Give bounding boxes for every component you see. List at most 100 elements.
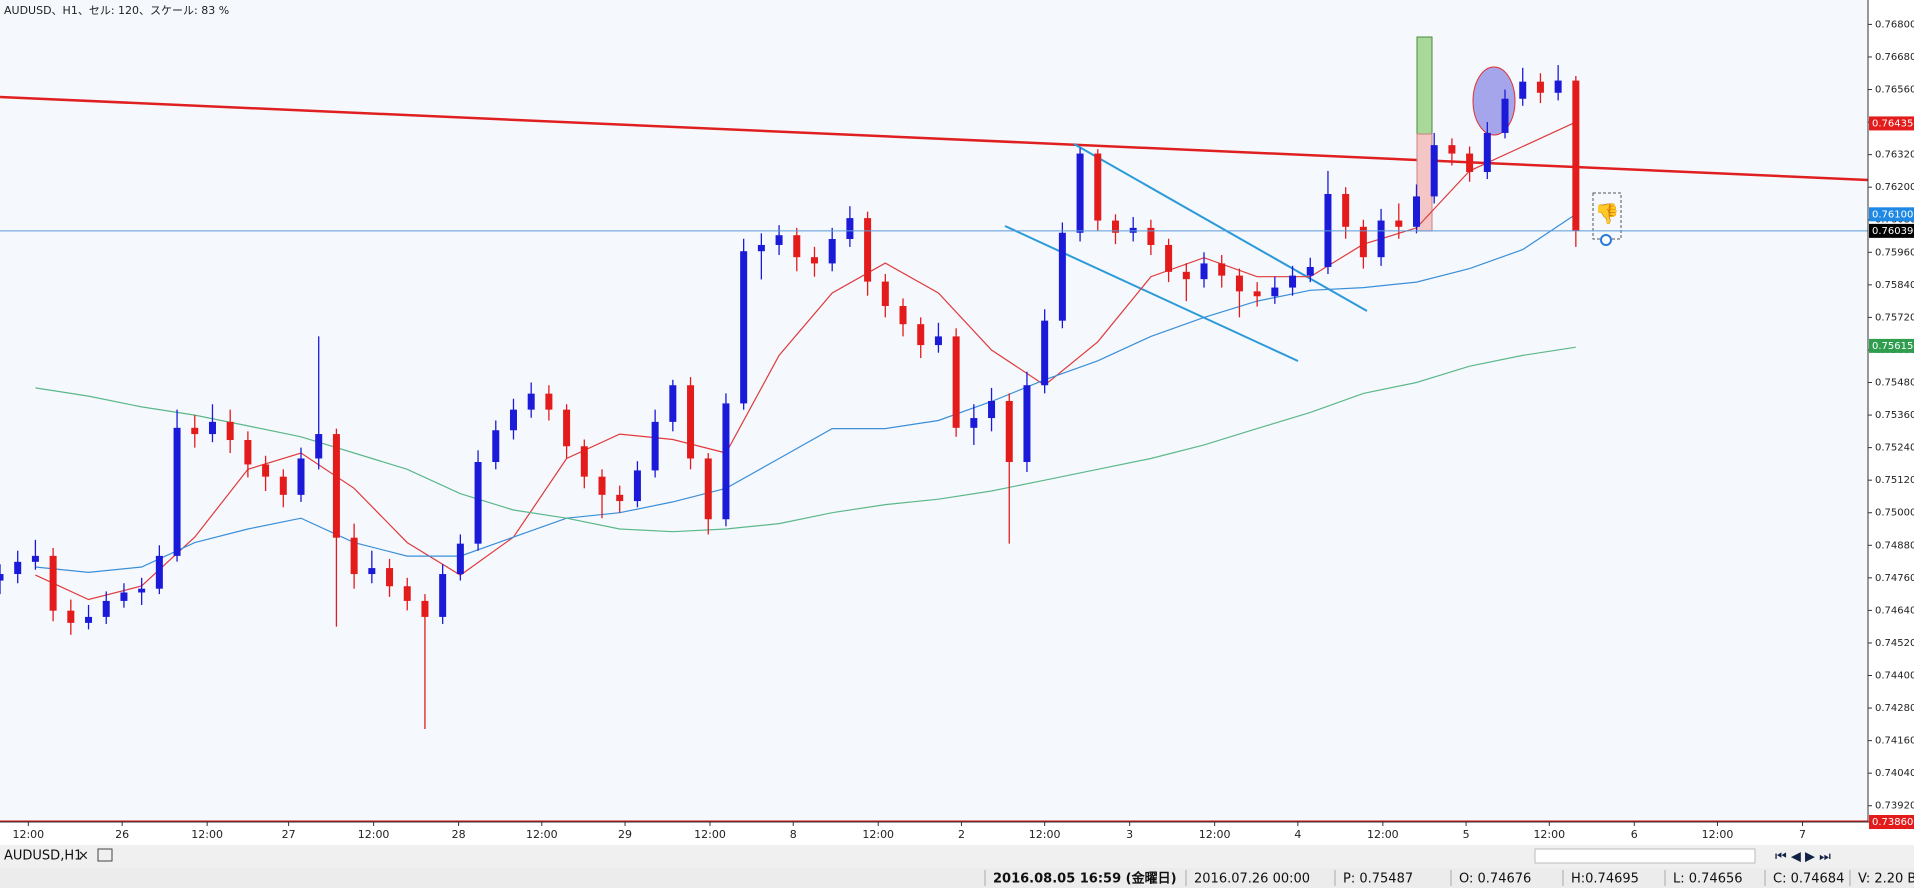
candle-body	[616, 494, 624, 502]
tab-close[interactable]: ×	[78, 849, 89, 864]
candle-body	[1058, 232, 1066, 321]
candle-body	[1218, 263, 1226, 276]
tab-label[interactable]: AUDUSD,H1	[4, 849, 82, 864]
highlight-box	[1416, 36, 1433, 135]
candle-body	[120, 592, 128, 601]
price-marker-label: 0.76039	[1872, 226, 1913, 237]
candle-body	[208, 421, 216, 435]
candle-body	[1536, 81, 1544, 93]
candle-body	[1147, 227, 1155, 245]
candle-body	[1289, 275, 1297, 288]
candle-body	[775, 235, 783, 245]
x-tick-label: 12:00	[1533, 828, 1565, 841]
y-tick-label: 0.76800	[1875, 19, 1914, 30]
y-tick-label: 0.74520	[1875, 638, 1914, 649]
x-tick-label: 12:00	[694, 828, 726, 841]
candle-body	[173, 427, 181, 556]
candle-body	[509, 409, 517, 431]
candle-body	[456, 543, 464, 575]
status-item: L: 0.74656	[1673, 872, 1743, 887]
channel-line	[1073, 143, 1368, 312]
candle-body	[1572, 80, 1580, 231]
x-tick-label: 12:00	[1367, 828, 1399, 841]
scrollbar[interactable]	[1534, 848, 1756, 864]
candle-body	[85, 616, 93, 623]
candle-body	[988, 400, 996, 419]
x-tick-label: 4	[1294, 828, 1301, 841]
x-tick-label: 5	[1463, 828, 1470, 841]
candle-body	[1129, 227, 1137, 233]
candle-body	[1200, 263, 1208, 280]
y-tick-label: 0.76200	[1875, 182, 1914, 193]
candle-body	[1182, 271, 1190, 280]
candle-body	[563, 409, 571, 447]
candle-body	[1005, 400, 1013, 463]
candle-body	[757, 244, 765, 252]
candle-body	[881, 281, 889, 307]
y-tick-label: 0.76560	[1875, 85, 1914, 96]
plot-area	[0, 0, 1868, 822]
status-items: 2016.08.05 16:59 (金曜日) 2016.07.26 00:00 P:…	[984, 870, 1914, 887]
candle-body	[934, 336, 942, 346]
price-marker	[1869, 207, 1914, 222]
candle-body	[687, 385, 695, 459]
status-item: 2016.07.26 00:00	[1194, 872, 1310, 887]
candle-body	[704, 458, 712, 520]
candle-body	[1448, 145, 1456, 154]
candle-body	[580, 446, 588, 477]
x-tick-label: 3	[1126, 828, 1133, 841]
candle-body	[1501, 98, 1509, 133]
candle-body	[545, 393, 553, 410]
candle-body	[421, 600, 429, 617]
price-marker	[1869, 223, 1914, 238]
y-tick-label: 0.74280	[1875, 703, 1914, 714]
candle-body	[31, 555, 39, 562]
plot: 👎	[0, 36, 1868, 822]
candle-body	[67, 610, 75, 623]
status-item: C: 0.74684	[1773, 872, 1844, 887]
x-tick-label: 12:00	[191, 828, 223, 841]
y-tick-label: 0.74040	[1875, 768, 1914, 779]
candle-body	[899, 306, 907, 325]
x-tick-label: 12:00	[1199, 828, 1231, 841]
candle-body	[669, 385, 677, 422]
nav-buttons[interactable]: ⏮ ◀ ▶ ⏭	[1775, 850, 1831, 865]
y-tick-label: 0.75960	[1875, 247, 1914, 258]
x-tick-label: 12:00	[358, 828, 390, 841]
price-marker-label: 0.75615	[1872, 341, 1913, 352]
y-tick-label: 0.74760	[1875, 573, 1914, 584]
candle-body	[315, 434, 323, 459]
status-item: V: 2.20 B	[1858, 872, 1914, 887]
candle-body	[1235, 275, 1243, 292]
trend-line	[0, 95, 1868, 182]
candle-body	[138, 588, 146, 593]
y-tick-label: 0.76680	[1875, 52, 1914, 63]
y-tick-label: 0.75000	[1875, 508, 1914, 519]
status-item: 2016.08.05 16:59 (金曜日)	[993, 871, 1177, 887]
candle-body	[828, 239, 836, 264]
candle-body	[262, 464, 270, 477]
thumbs-down-icon: 👎	[1595, 202, 1620, 226]
candle-body	[244, 440, 252, 465]
price-marker-label: 0.73860	[1872, 817, 1913, 828]
candle-body	[49, 555, 57, 611]
x-tick-label: 28	[452, 828, 466, 841]
y-tick-label: 0.73920	[1875, 801, 1914, 812]
window-icon[interactable]	[97, 848, 113, 862]
price-marker-label: 0.76435	[1872, 118, 1913, 129]
candle-body	[0, 574, 4, 581]
candle-body	[810, 257, 818, 264]
candle-body	[403, 586, 411, 601]
moving-average	[35, 346, 1576, 533]
status-item: O: 0.74676	[1459, 872, 1531, 887]
highlight-ellipse	[1472, 66, 1516, 136]
candle-body	[1412, 196, 1420, 227]
y-tick-label: 0.74640	[1875, 605, 1914, 616]
tab-bar	[0, 845, 1914, 868]
candle-body	[1519, 81, 1527, 99]
price-marker	[1869, 815, 1914, 829]
y-tick-label: 0.75120	[1875, 475, 1914, 486]
candle-body	[368, 568, 376, 575]
candle-body	[1271, 287, 1279, 297]
moving-average	[35, 213, 1577, 574]
